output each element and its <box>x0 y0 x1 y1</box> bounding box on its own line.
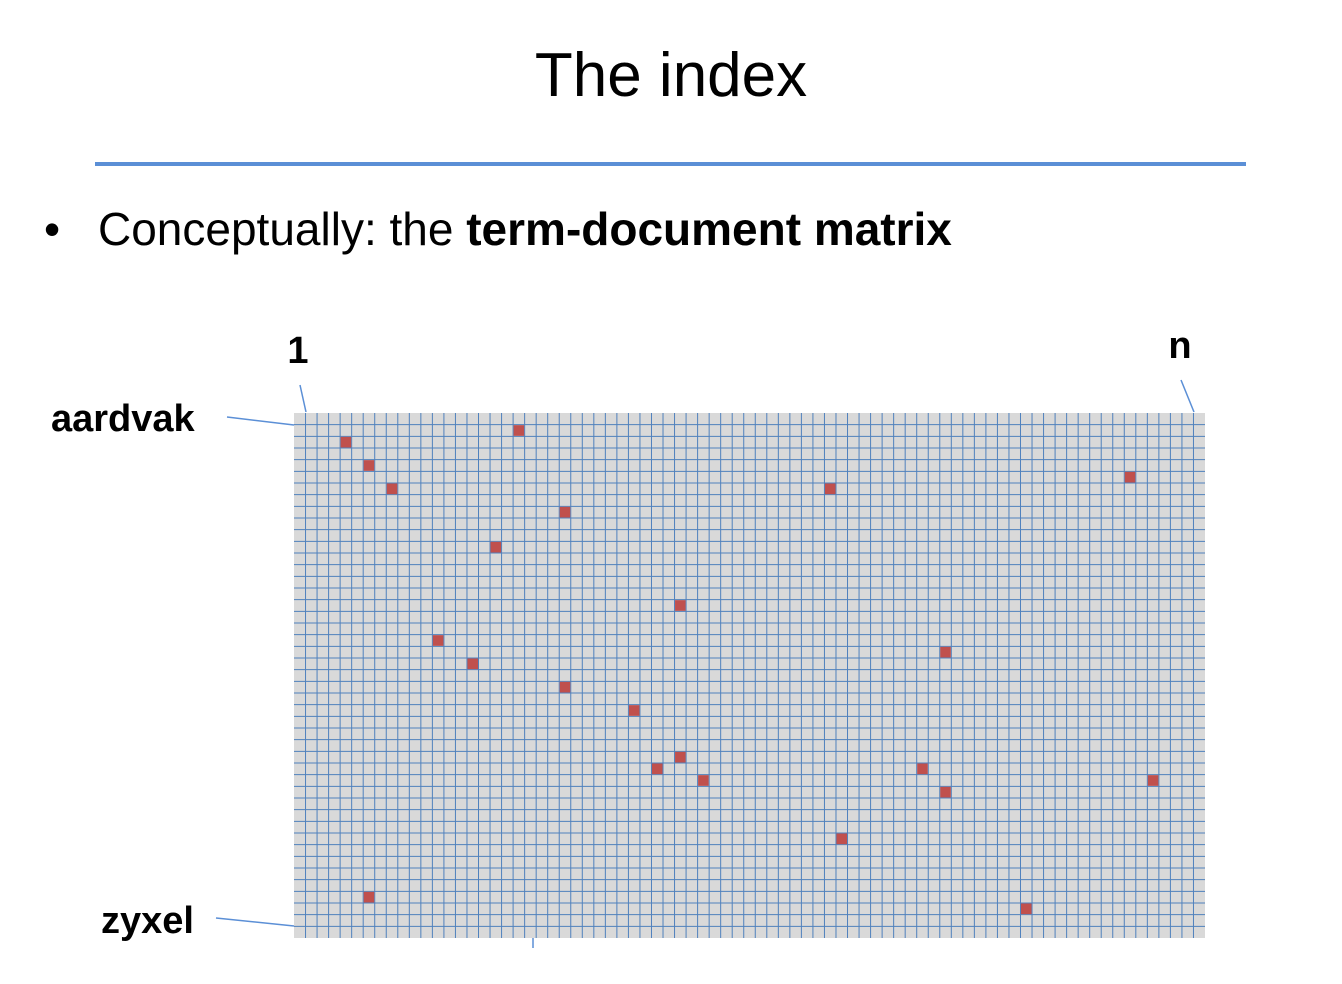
last-row-pointer <box>215 917 295 927</box>
marked-cell <box>1147 775 1159 786</box>
title-divider <box>95 162 1246 166</box>
bullet-point: • Conceptually: the term-document matrix <box>44 198 952 260</box>
marked-cell <box>386 483 398 495</box>
marked-cell <box>836 833 848 845</box>
marked-cell <box>559 681 571 693</box>
marked-cell <box>824 483 836 495</box>
bullet-icon: • <box>44 203 61 255</box>
first-row-pointer <box>226 416 295 426</box>
marked-cell <box>675 600 686 611</box>
marked-cell <box>513 425 525 436</box>
first-column-pointer <box>299 384 307 413</box>
marked-cell <box>940 646 951 658</box>
marked-cell <box>1020 903 1032 915</box>
marked-cell <box>432 635 444 646</box>
bullet-text: Conceptually: the <box>98 203 467 255</box>
marked-cell <box>490 541 502 553</box>
marked-cell <box>363 460 375 471</box>
marked-cell <box>467 658 479 670</box>
marked-cell <box>698 775 709 786</box>
marked-cell <box>1124 471 1136 483</box>
marked-cell <box>340 436 352 448</box>
marked-cell <box>363 891 375 903</box>
first-row-label: aardvak <box>51 398 196 440</box>
first-column-label: 1 <box>287 330 308 372</box>
matrix-marked-cells <box>340 425 1159 915</box>
marked-cell <box>651 763 663 775</box>
last-row-label: zyxel <box>101 900 194 942</box>
matrix-grid <box>294 413 1205 938</box>
marked-cell <box>675 751 686 763</box>
marked-cell <box>940 786 951 798</box>
bullet-bold-text: term-document matrix <box>466 203 952 255</box>
matrix-background <box>294 413 1205 938</box>
marked-cell <box>559 506 571 518</box>
marked-cell <box>917 763 928 775</box>
last-column-label: n <box>1168 325 1191 367</box>
slide-title: The index <box>534 41 808 110</box>
marked-cell <box>628 705 640 716</box>
last-column-pointer <box>1180 379 1195 413</box>
